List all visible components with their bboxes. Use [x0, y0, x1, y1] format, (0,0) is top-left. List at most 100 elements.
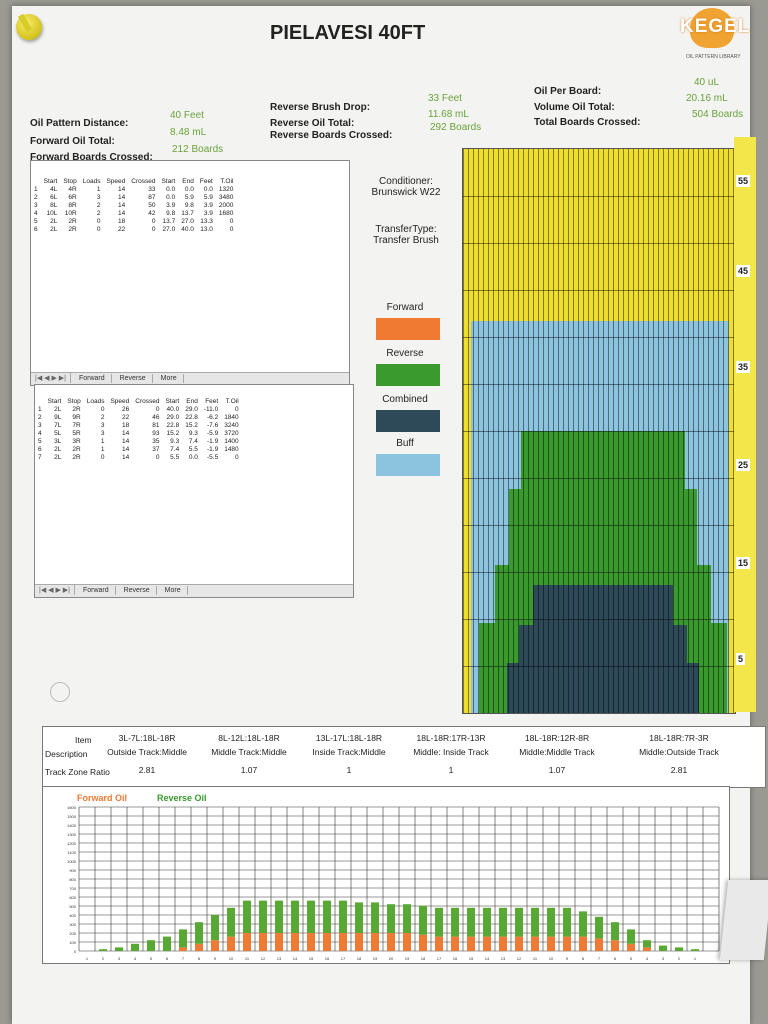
- y-tick-label: 600: [69, 895, 76, 900]
- tab-reverse[interactable]: Reverse: [118, 586, 157, 595]
- tab-forward[interactable]: Forward: [73, 374, 112, 383]
- table-cell: 8R: [68, 201, 77, 209]
- column-header: T.Oil: [225, 397, 239, 405]
- zone-ratio: 1: [448, 765, 454, 775]
- column-header: End: [186, 397, 198, 405]
- table-cell: 46: [152, 413, 160, 421]
- forward-oil-bar: [451, 936, 459, 951]
- column-header: [35, 397, 45, 405]
- track-zone-ratio: Item Description Track Zone Ratio 3L-7L:…: [42, 726, 766, 788]
- x-tick-label: 13: [277, 956, 282, 961]
- board-line: [463, 149, 464, 713]
- table-cell: 2R: [72, 445, 81, 453]
- x-tick-label: 9: [566, 956, 569, 961]
- table-cell: 1: [34, 185, 38, 193]
- table-cell: 1: [96, 185, 101, 193]
- table-row[interactable]: 2 6L 6R 3 14 87 0.0 5.9 5.9 3480: [31, 193, 236, 201]
- table-cell: 0: [155, 405, 160, 413]
- table-cell: -1.9: [207, 445, 219, 453]
- y-tick-label: 1400: [67, 823, 77, 828]
- tab-forward[interactable]: Forward: [77, 586, 116, 595]
- table-row[interactable]: 4 5L 5R 3 14 93 15.2 9.3 -5.9 3720: [35, 429, 242, 437]
- conditioner-info: Conditioner: Brunswick W22: [371, 176, 441, 198]
- reverse-oil-bar: [483, 907, 491, 937]
- tab-reverse[interactable]: Reverse: [114, 374, 153, 383]
- tab-more[interactable]: More: [155, 374, 184, 383]
- board-line: [468, 149, 469, 713]
- board-line: [723, 149, 724, 713]
- forward-table-panel: Start Stop Loads Speed Crossed Start End Feet T.…: [30, 160, 350, 386]
- table-row[interactable]: 1 2L 2R 0 26 0 40.0 29.0 -11.0 0: [35, 405, 242, 413]
- zone-ratio: 2.81: [138, 765, 156, 775]
- x-tick-label: 2: [102, 956, 105, 961]
- table-row[interactable]: 6 2L 2R 1 14 37 7.4 5.5 -1.9 1480: [35, 445, 242, 453]
- board-line: [668, 149, 669, 713]
- forward-oil-bar: [595, 938, 603, 951]
- table-row[interactable]: 1 4L 4R 1 14 33 0.0 0.0 0.0 1320: [31, 185, 236, 193]
- column-header: [31, 177, 41, 185]
- table-cell: 7L: [54, 421, 62, 429]
- board-line: [653, 149, 654, 713]
- column-header: End: [182, 177, 194, 185]
- y-tick-label: 500: [69, 904, 76, 909]
- reverse-oil-bar: [627, 929, 635, 944]
- table-row[interactable]: 3 8L 8R 2 14 50 3.9 9.8 3.9 2000: [31, 201, 236, 209]
- reverse-oil-bar: [643, 940, 651, 948]
- reverse-tabs: |◀ ◀ ▶ ▶| Forward Reverse More: [35, 584, 353, 597]
- table-cell: 2R: [68, 217, 77, 225]
- x-tick-label: 3: [118, 956, 121, 961]
- nav-arrows-icon[interactable]: |◀ ◀ ▶ ▶|: [35, 585, 76, 595]
- zone-description: Inside Track:Middle: [312, 747, 386, 757]
- table-cell: 14: [122, 445, 130, 453]
- x-tick-label: 11: [245, 956, 250, 961]
- reverse-oil-bar: [147, 940, 155, 951]
- reverse-oil-bar: [659, 945, 667, 951]
- lane-oil-graphic: [462, 148, 736, 714]
- x-tick-label: 12: [517, 956, 522, 961]
- forward-oil-bar: [307, 933, 315, 951]
- board-line: [558, 149, 559, 713]
- board-line: [633, 149, 634, 713]
- tab-more[interactable]: More: [159, 586, 188, 595]
- table-row[interactable]: 5 2L 2R 0 18 0 13.7 27.0 13.3 0: [31, 217, 236, 225]
- reverse-oil-bar: [547, 907, 555, 937]
- x-tick-label: 6: [166, 956, 169, 961]
- zone-item-label: Item: [75, 735, 92, 745]
- board-line: [703, 149, 704, 713]
- table-row[interactable]: 5 3L 3R 1 14 35 9.3 7.4 -1.9 1400: [35, 437, 242, 445]
- total-boards-crossed: Total Boards Crossed: 504 Boards: [534, 109, 744, 128]
- table-cell: 33: [148, 185, 156, 193]
- board-line: [708, 149, 709, 713]
- table-row[interactable]: 6 2L 2R 0 22 0 27.0 40.0 13.0 0: [31, 225, 236, 233]
- reverse-table: Start Stop Loads Speed Crossed Start End Feet T.…: [35, 397, 242, 461]
- board-line: [733, 149, 734, 713]
- forward-oil-bar: [531, 936, 539, 951]
- x-tick-label: 16: [453, 956, 458, 961]
- forward-oil-bar: [515, 936, 523, 951]
- oil-distribution-chart: Forward Oil Reverse Oil 1600 1500 1400 1300…: [42, 786, 730, 964]
- x-tick-label: 19: [405, 956, 410, 961]
- paper-fold: [719, 880, 768, 960]
- board-line: [638, 149, 639, 713]
- x-tick-label: 14: [293, 956, 298, 961]
- oil-pattern-distance: Oil Pattern Distance: 40 Feet: [30, 110, 204, 129]
- x-tick-label: 18: [421, 956, 426, 961]
- board-line: [503, 149, 504, 713]
- reverse-oil-bar: [323, 900, 331, 933]
- x-tick-label: 8: [198, 956, 201, 961]
- table-cell: 1: [100, 437, 105, 445]
- y-tick-label: 700: [69, 886, 76, 891]
- table-row[interactable]: 7 2L 2R 0 14 0 5.5 0.0 -5.5 0: [35, 453, 242, 461]
- board-line: [518, 149, 519, 713]
- table-row[interactable]: 3 7L 7R 3 18 81 22.8 15.2 -7.6 3240: [35, 421, 242, 429]
- table-cell: 2L: [50, 225, 58, 233]
- table-cell: 87: [148, 193, 156, 201]
- board-line: [508, 149, 509, 713]
- table-cell: 4: [38, 429, 42, 437]
- table-cell: 22.8: [185, 413, 198, 421]
- table-cell: -1.9: [207, 437, 219, 445]
- nav-arrows-icon[interactable]: |◀ ◀ ▶ ▶|: [31, 373, 72, 383]
- legend-buff-label: Buff: [396, 438, 414, 449]
- table-row[interactable]: 4 10L 10R 2 14 42 9.8 13.7 3.9 1680: [31, 209, 236, 217]
- table-row[interactable]: 2 9L 9R 2 22 46 29.0 22.8 -6.2 1840: [35, 413, 242, 421]
